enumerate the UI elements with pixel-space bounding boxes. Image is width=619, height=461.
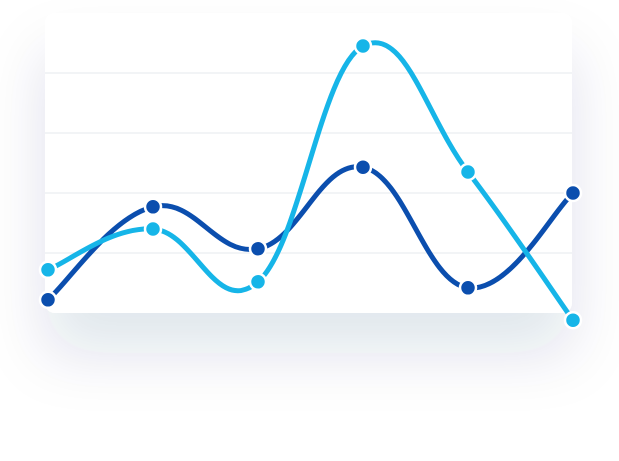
point [353,36,373,56]
point [458,278,478,298]
point [248,272,268,292]
plot [38,36,583,330]
point [143,219,163,239]
series-line [45,164,576,303]
point [563,183,583,203]
point [38,290,58,310]
point [248,239,268,259]
point [143,197,163,217]
point [563,310,583,330]
point [458,162,478,182]
grid [45,72,572,254]
point [353,157,373,177]
point [38,260,58,280]
